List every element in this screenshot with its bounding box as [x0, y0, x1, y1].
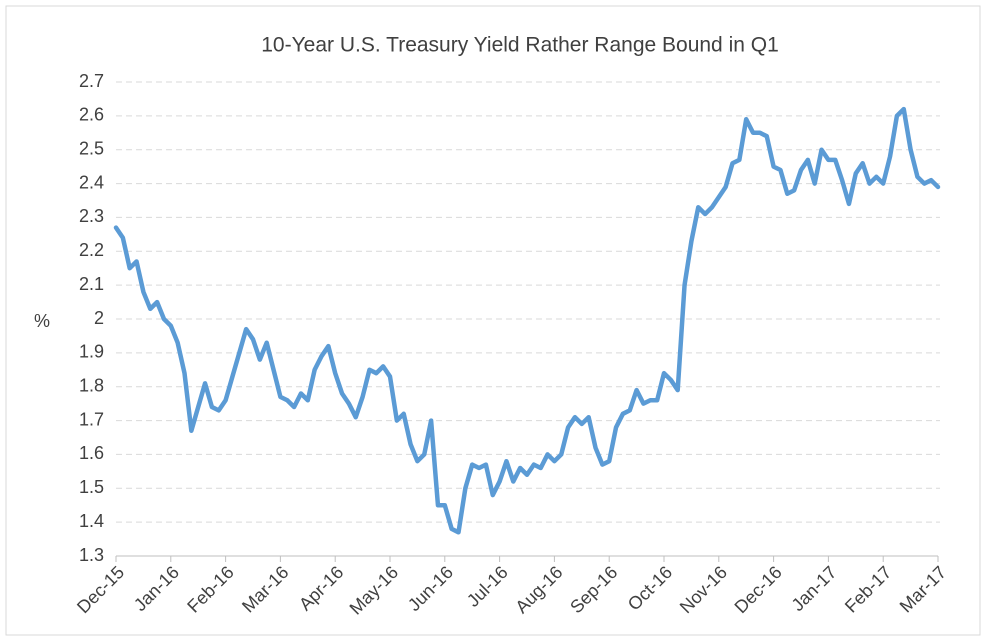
y-tick-label: 2.4	[79, 172, 104, 192]
y-tick-label: 1.9	[79, 342, 104, 362]
y-tick-label: 1.3	[79, 545, 104, 565]
line-series	[113, 106, 941, 535]
y-tick-label: 1.8	[79, 375, 104, 395]
y-tick-label: 2.7	[79, 71, 104, 91]
y-tick-label: 2	[94, 308, 104, 328]
y-tick-label: 2.6	[79, 105, 104, 125]
y-tick-label: 1.7	[79, 409, 104, 429]
y-tick-label: 2.2	[79, 240, 104, 260]
chart-border	[5, 5, 981, 636]
chart-title: 10-Year U.S. Treasury Yield Rather Range…	[261, 34, 779, 57]
y-tick-label: 1.4	[79, 511, 104, 531]
y-tick-label: 2.1	[79, 274, 104, 294]
y-tick-label: 2.3	[79, 206, 104, 226]
y-tick-label: 1.6	[79, 443, 104, 463]
y-tick-label: 2.5	[79, 138, 104, 158]
y-axis-label: %	[34, 311, 50, 331]
y-tick-label: 1.5	[79, 477, 104, 497]
